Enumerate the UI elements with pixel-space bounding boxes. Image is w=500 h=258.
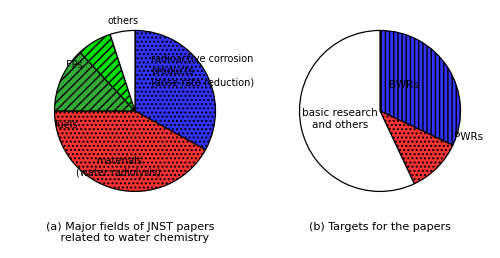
Wedge shape	[380, 111, 453, 184]
Wedge shape	[54, 52, 135, 111]
Text: (b) Targets for the papers: (b) Targets for the papers	[309, 222, 451, 232]
Wedge shape	[80, 34, 135, 111]
Text: PWRs: PWRs	[454, 132, 484, 142]
Text: materials
(water radiolysis): materials (water radiolysis)	[76, 157, 162, 178]
Text: BWRs: BWRs	[390, 80, 419, 90]
Text: (a) Major fields of JNST papers
   related to water chemistry: (a) Major fields of JNST papers related …	[46, 222, 214, 244]
Text: radioactive corrosion
products
(dose rate reduction): radioactive corrosion products (dose rat…	[151, 54, 254, 87]
Wedge shape	[110, 30, 135, 111]
Text: basic research
and others: basic research and others	[302, 108, 378, 130]
Wedge shape	[135, 30, 216, 150]
Wedge shape	[380, 30, 460, 145]
Text: fuels: fuels	[55, 120, 78, 130]
Wedge shape	[300, 30, 414, 191]
Text: FPs: FPs	[66, 60, 83, 70]
Text: others: others	[108, 16, 138, 26]
Wedge shape	[54, 111, 206, 191]
